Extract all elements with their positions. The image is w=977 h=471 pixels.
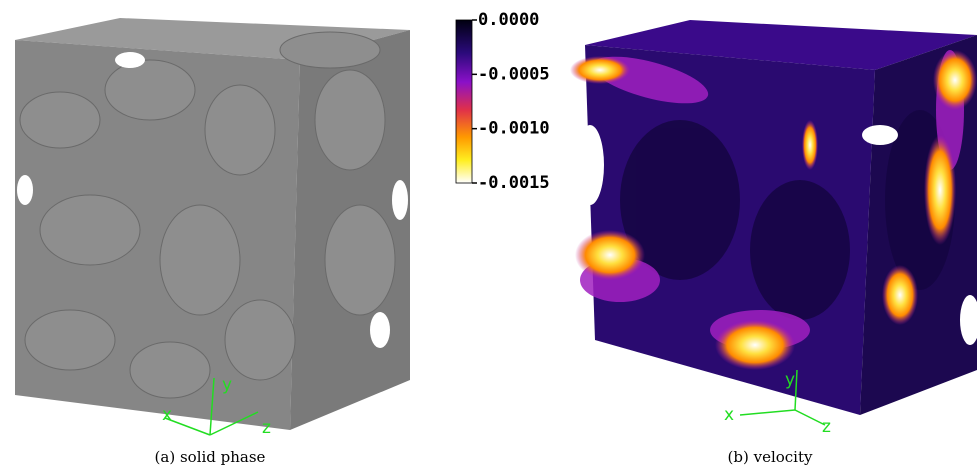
axis-label: y — [785, 370, 795, 390]
velocity-render — [570, 20, 977, 415]
axes-triad-a — [164, 377, 259, 436]
axis-label: z — [262, 418, 271, 438]
colorbar-tick-label: -0.0005 — [478, 64, 550, 84]
solid-phase-render — [15, 18, 410, 430]
caption: (a) solid phase — [155, 448, 266, 466]
axis-label: x — [724, 405, 734, 425]
colorbar — [455, 19, 473, 184]
caption: (b) velocity — [728, 448, 813, 466]
axes-triad-b — [739, 369, 826, 426]
axis-label: y — [222, 375, 232, 395]
axis-label: x — [162, 405, 172, 425]
colorbar-tick-label: 0.0000 — [478, 10, 539, 30]
axis-label: z — [822, 417, 831, 437]
colorbar-tick-label: -0.0010 — [478, 119, 550, 139]
colorbar-tick-label: -0.0015 — [478, 173, 550, 193]
